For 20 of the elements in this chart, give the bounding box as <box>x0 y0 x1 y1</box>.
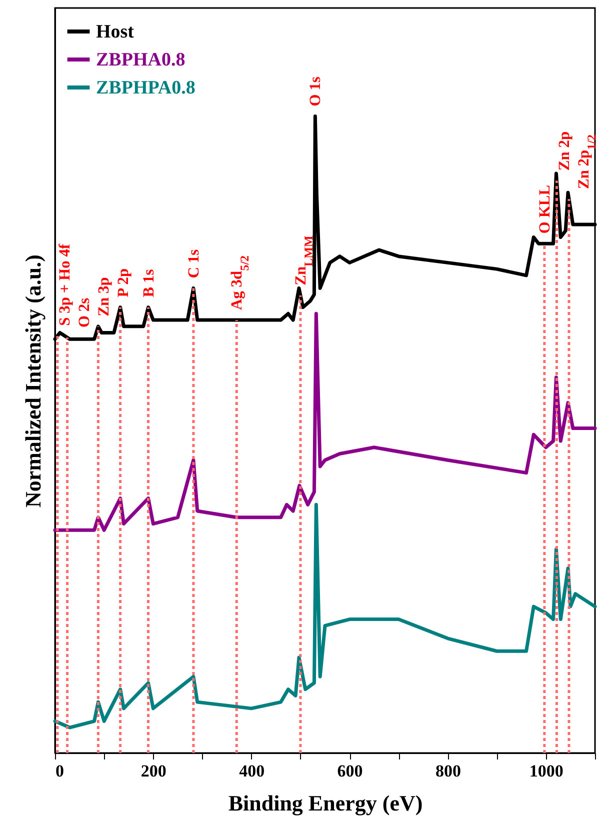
ref-line-label: B 1s <box>140 269 158 298</box>
text: O 1s <box>307 76 324 106</box>
legend-label: ZBPHA0.8 <box>96 50 186 70</box>
ref-line-label: O KLL <box>536 184 554 234</box>
ref-line-label: Zn 3p <box>96 277 113 316</box>
ref-line-label: Zn 2p <box>556 131 573 171</box>
x-tick-label: 800 <box>435 762 461 780</box>
x-tick-label: 400 <box>239 762 265 780</box>
ref-line-label: C 1s <box>185 249 202 278</box>
x-tick-label: 600 <box>337 762 363 780</box>
ref-line-label: P 2p <box>115 268 132 298</box>
x-tick-label: 1000 <box>529 762 564 780</box>
ref-line-label: S 3p + Ho 4f <box>56 243 74 326</box>
x-tick-label: 200 <box>140 762 166 780</box>
legend-label: Host <box>96 22 135 42</box>
x-axis-title: Binding Energy (eV) <box>228 790 423 816</box>
y-axis-title: Normalized Intensity (a.u.) <box>20 254 46 508</box>
x-tick-label: 0 <box>56 762 64 780</box>
legend-label: ZBPHPA0.8 <box>96 78 196 98</box>
ref-line-label: O 2s <box>76 298 94 328</box>
